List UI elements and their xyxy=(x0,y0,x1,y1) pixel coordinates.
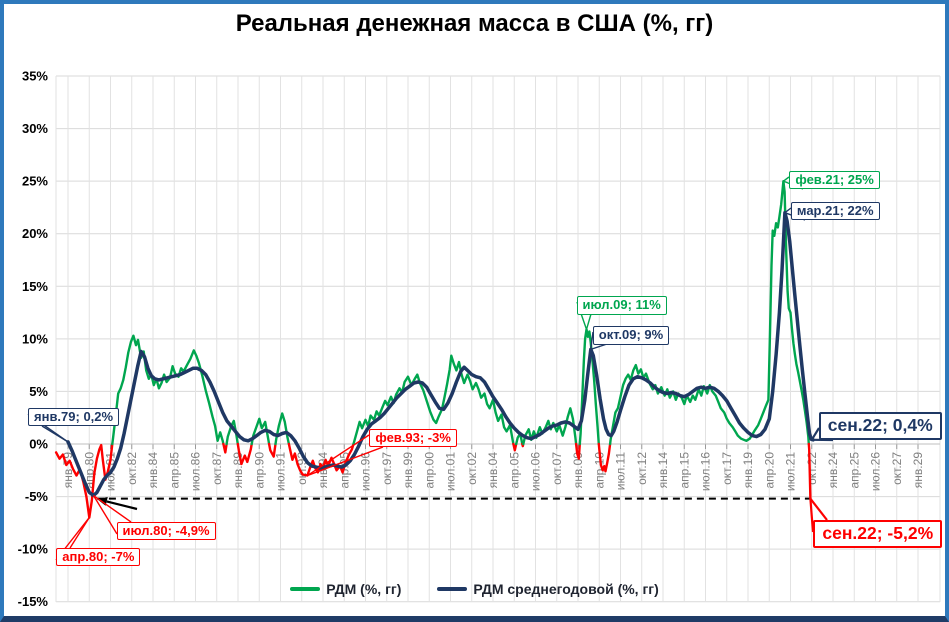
x-tick-label: апр.85 xyxy=(167,452,181,489)
x-tick-label: июл.11 xyxy=(614,452,628,491)
legend-label-rdm: РДМ (%, гг) xyxy=(326,581,402,597)
annotation-leader-line xyxy=(782,176,790,182)
legend-item-rdm: РДМ (%, гг) xyxy=(290,581,401,597)
series-rdm-positive-segment xyxy=(250,417,271,446)
annotation-jul09: июл.09; 11% xyxy=(576,296,667,315)
y-tick-label: 10% xyxy=(22,331,48,346)
annotation-sep22: сен.22; -5,2% xyxy=(813,519,943,548)
annotation-mar21: мар.21; 22% xyxy=(790,201,880,220)
y-tick-label: 5% xyxy=(29,384,48,399)
annotation-jan79: янв.79; 0,2% xyxy=(28,407,120,427)
series-rdm-negative-segment xyxy=(574,442,581,460)
x-tick-label: янв.14 xyxy=(656,452,670,489)
series-rdm-negative-segment xyxy=(54,442,114,519)
y-tick-label: 15% xyxy=(22,279,48,294)
annotation-leader-line xyxy=(585,313,592,330)
y-tick-label: 20% xyxy=(22,226,48,241)
x-tick-label: янв.09 xyxy=(571,452,585,489)
annotation-leader-line xyxy=(306,434,370,477)
legend-line-navy-swatch xyxy=(437,587,468,591)
series-rdm-negative-segment xyxy=(597,442,612,473)
series-rdm-negative-segment xyxy=(807,442,812,500)
x-tick-label: июл.26 xyxy=(869,452,883,491)
x-tick-label: окт.17 xyxy=(720,452,734,485)
legend-item-rdm-avg: РДМ среднегодовой (%, гг) xyxy=(437,581,659,597)
annotation-leader-line xyxy=(809,497,828,521)
annotation-leader-line xyxy=(590,343,608,351)
annotation-feb21: фев.21; 25% xyxy=(789,171,880,190)
x-tick-label: окт.27 xyxy=(890,452,904,485)
x-tick-label: апр.10 xyxy=(592,452,606,489)
annotation-oct09: окт.09; 9% xyxy=(592,326,670,345)
x-tick-label: окт.87 xyxy=(210,452,224,485)
series-rdm-positive-segment xyxy=(515,432,524,446)
x-tick-label: апр.15 xyxy=(677,452,691,489)
x-tick-label: окт.02 xyxy=(465,452,479,485)
x-tick-label: окт.22 xyxy=(805,452,819,485)
annotation-leader-line xyxy=(810,427,820,441)
series-rdm-positive-segment xyxy=(111,334,225,446)
y-tick-label: -5% xyxy=(25,489,49,504)
annotation-apr80: апр.80; -7% xyxy=(56,547,141,566)
series-rdm-negative-segment xyxy=(267,442,277,458)
x-tick-label: июл.16 xyxy=(699,452,713,491)
x-tick-label: янв.24 xyxy=(826,452,840,489)
x-tick-label: окт.12 xyxy=(635,452,649,485)
y-tick-label: -10% xyxy=(18,542,49,557)
series-rdm-positive-segment xyxy=(225,419,239,446)
y-tick-label: 25% xyxy=(22,174,48,189)
annotation-leader-line xyxy=(307,446,384,477)
legend: РДМ (%, гг) РДМ среднегодовой (%, гг) xyxy=(4,581,945,597)
x-tick-label: окт.07 xyxy=(550,452,564,485)
x-tick-label: янв.99 xyxy=(401,452,415,489)
annotation-leader-line xyxy=(809,498,815,533)
series-rdm-avg-line xyxy=(66,210,815,498)
x-tick-label: июл.91 xyxy=(274,452,288,491)
annotation-leader-line xyxy=(590,331,594,350)
annotation-jul80: июл.80; -4,9% xyxy=(116,521,216,540)
x-tick-label: апр.05 xyxy=(507,452,521,489)
y-tick-label: -15% xyxy=(18,594,49,609)
x-tick-label: апр.25 xyxy=(847,452,861,489)
x-tick-label: апр.90 xyxy=(252,452,266,489)
chart-title: Реальная денежная масса в США (%, гг) xyxy=(235,10,714,37)
legend-line-green-swatch xyxy=(290,587,321,591)
series-rdm-positive-segment xyxy=(274,412,291,446)
x-tick-label: янв.29 xyxy=(911,452,925,489)
annotation-leader-line xyxy=(92,495,118,535)
x-tick-label: янв.04 xyxy=(486,452,500,489)
x-tick-label: окт.82 xyxy=(125,452,139,485)
series-rdm-positive-segment xyxy=(352,354,515,446)
series-rdm-negative-segment xyxy=(222,442,228,454)
legend-label-rdm-avg: РДМ среднегодовой (%, гг) xyxy=(473,581,659,597)
x-tick-label: апр.20 xyxy=(762,452,776,489)
annotation-leader-line xyxy=(93,494,132,523)
y-tick-label: 30% xyxy=(22,121,48,136)
x-tick-label: янв.84 xyxy=(146,452,160,489)
series-rdm-positive-segment xyxy=(578,328,600,446)
annotation-feb93: фев.93; -3% xyxy=(369,428,457,447)
x-tick-label: янв.19 xyxy=(741,452,755,489)
series-rdm-negative-segment xyxy=(512,442,518,452)
x-tick-label: июл.01 xyxy=(444,452,458,491)
x-tick-label: апр.00 xyxy=(422,452,436,489)
x-tick-label: июл.96 xyxy=(359,452,373,491)
reference-arrow-line xyxy=(106,500,138,511)
annotation-sep22avg: сен.22; 0,4% xyxy=(818,411,942,440)
x-tick-label: окт.97 xyxy=(380,452,394,485)
y-tick-label: 35% xyxy=(22,69,48,84)
x-tick-label: июл.21 xyxy=(784,452,798,491)
y-tick-label: 0% xyxy=(29,437,48,452)
x-tick-label: июл.86 xyxy=(189,452,203,491)
series-rdm-negative-segment xyxy=(287,442,355,477)
series-rdm-negative-segment xyxy=(236,442,253,466)
annotation-leader-line xyxy=(784,207,792,214)
x-tick-label: июл.06 xyxy=(529,452,543,491)
